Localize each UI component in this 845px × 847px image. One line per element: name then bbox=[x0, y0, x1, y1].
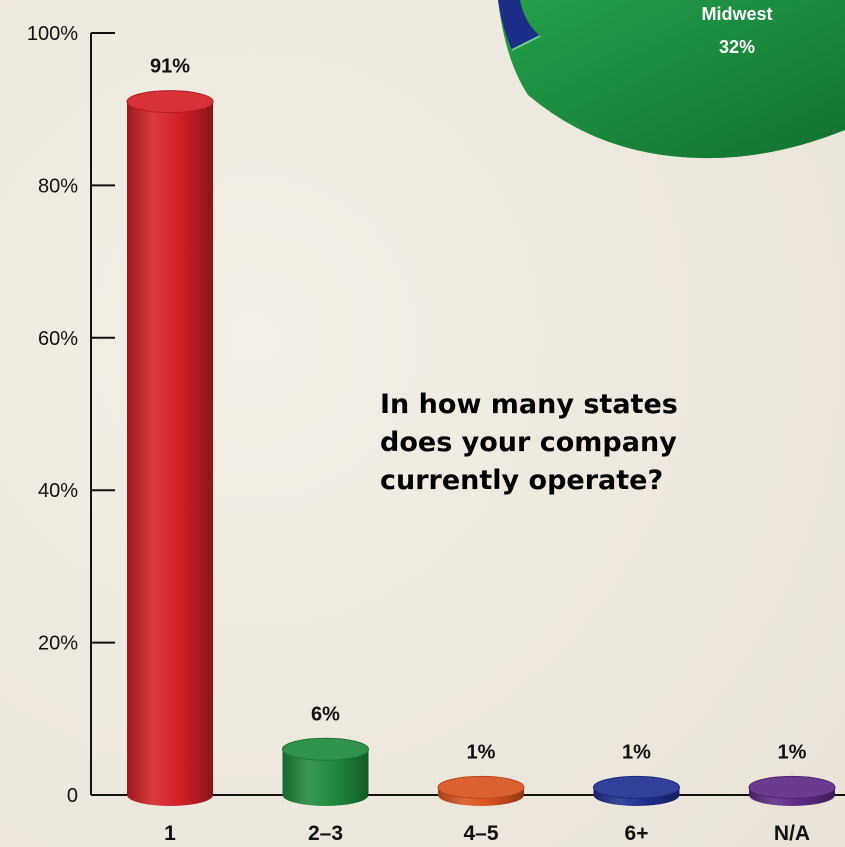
pie-label-midwest: Midwest bbox=[701, 4, 772, 24]
pie-chart: Midwest 32% bbox=[498, 0, 845, 159]
bar-top-2 bbox=[437, 775, 525, 799]
pie-slice-divider bbox=[511, 35, 541, 51]
x-tick-label-3: 6+ bbox=[625, 822, 649, 845]
y-ticks: 0 20% 40% 60% 80% 100% bbox=[27, 23, 115, 807]
chart-question: In how many states does your company cur… bbox=[380, 389, 682, 496]
y-tick-label-4: 80% bbox=[38, 175, 78, 197]
bar-value-label-4: 1% bbox=[778, 741, 807, 763]
y-tick-label-1: 20% bbox=[38, 633, 78, 655]
y-tick-label-0: 0 bbox=[67, 785, 78, 807]
x-tick-labels: 1 2–3 4–5 6+ N/A bbox=[164, 822, 810, 845]
bar-body-1 bbox=[282, 749, 369, 806]
bar-top-1 bbox=[282, 737, 369, 761]
pie-slice-edge bbox=[498, 0, 540, 50]
bar-0 bbox=[126, 90, 214, 806]
x-tick-label-0: 1 bbox=[164, 822, 176, 845]
bar-body-0 bbox=[127, 101, 213, 806]
bar-4 bbox=[748, 775, 836, 806]
y-tick-label-2: 40% bbox=[38, 480, 78, 502]
bars: 91% 6% 1% 1% 1% bbox=[126, 56, 836, 806]
y-tick-label-5: 100% bbox=[27, 23, 78, 45]
question-line-1: In how many states bbox=[380, 389, 678, 420]
pie-slice-midwest bbox=[498, 0, 845, 159]
question-line-3: currently operate? bbox=[380, 465, 663, 496]
bar-value-label-3: 1% bbox=[622, 741, 651, 763]
bar-top-4 bbox=[748, 775, 836, 799]
x-tick-label-4: N/A bbox=[774, 822, 810, 845]
bar-2 bbox=[437, 775, 525, 806]
y-tick-label-3: 60% bbox=[38, 328, 78, 350]
question-line-2: does your company bbox=[380, 427, 677, 458]
bar-value-label-0: 91% bbox=[150, 56, 190, 78]
pie-value-midwest: 32% bbox=[719, 37, 755, 57]
x-tick-label-2: 4–5 bbox=[463, 822, 498, 845]
bar-top-3 bbox=[593, 775, 680, 799]
bar-3 bbox=[593, 775, 680, 806]
bar-top-0 bbox=[126, 90, 214, 114]
bar-1 bbox=[282, 737, 369, 806]
bar-value-label-2: 1% bbox=[467, 741, 496, 763]
x-tick-label-1: 2–3 bbox=[308, 822, 343, 845]
bar-value-label-1: 6% bbox=[311, 703, 340, 725]
